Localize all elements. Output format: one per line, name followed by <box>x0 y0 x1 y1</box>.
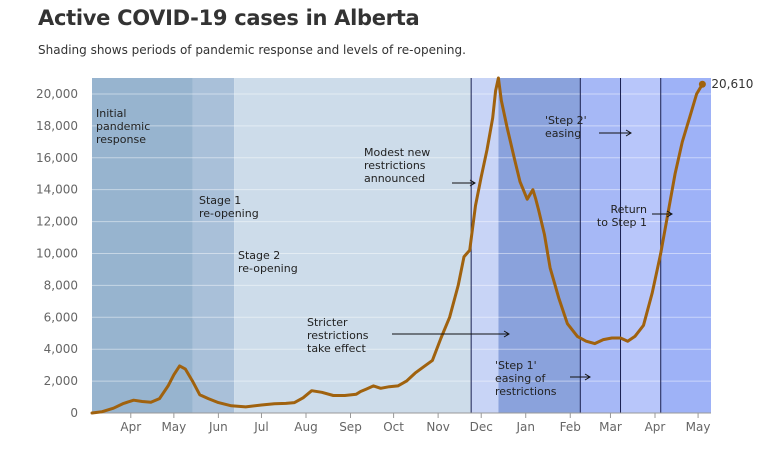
y-tick-label: 10,000 <box>36 246 78 260</box>
annotation-line: restrictions <box>495 385 557 398</box>
x-tick-label: Dec <box>470 420 493 434</box>
x-tick-label: Jan <box>515 420 535 434</box>
y-tick-label: 18,000 <box>36 119 78 133</box>
period-band-1 <box>92 78 193 413</box>
arrow-head <box>503 330 510 338</box>
y-tick-label: 0 <box>70 406 78 420</box>
period-band-3 <box>234 78 472 413</box>
end-value-label: 20,610 <box>711 77 753 91</box>
annotation-line: take effect <box>307 342 366 355</box>
x-tick-label: Nov <box>426 420 449 434</box>
annotation-line: restrictions <box>364 159 426 172</box>
x-tick-label: May <box>686 420 711 434</box>
x-tick-label: Apr <box>645 420 666 434</box>
annotation-line: re-opening <box>238 262 298 275</box>
annotation-modest-restrictions: Modest new restrictions announced <box>364 146 430 185</box>
cases-line <box>90 76 704 415</box>
annotation-line: 'Step 1' <box>495 359 537 372</box>
arrow-head <box>625 129 632 137</box>
x-tick-label: Mar <box>599 420 622 434</box>
annotation-step-1-easing: 'Step 1' easing of restrictions <box>495 359 557 398</box>
annotation-line: Return <box>610 203 647 216</box>
period-band-7 <box>620 78 661 413</box>
x-tick-label: Aug <box>294 420 317 434</box>
annotation-line: re-opening <box>199 207 259 220</box>
annotation-initial-response: Initial pandemic response <box>96 107 150 146</box>
period-band-6 <box>580 78 621 413</box>
x-tick-label: May <box>161 420 186 434</box>
annotation-step-2-easing: 'Step 2' easing <box>545 114 587 140</box>
annotation-line: Stage 1 <box>199 194 241 207</box>
y-tick-label: 12,000 <box>36 215 78 229</box>
annotation-stage-2: Stage 2 re-opening <box>238 249 298 275</box>
chart-title: Active COVID-19 cases in Alberta <box>38 6 420 30</box>
annotation-line: to Step 1 <box>597 216 647 229</box>
y-tick-label: 6,000 <box>44 310 78 324</box>
annotation-line: easing <box>545 127 581 140</box>
annotation-line: Stricter <box>307 316 348 329</box>
x-tick-label: Feb <box>560 420 581 434</box>
period-band-5 <box>498 78 581 413</box>
y-tick-label: 8,000 <box>44 278 78 292</box>
y-tick-label: 4,000 <box>44 342 78 356</box>
annotation-line: restrictions <box>307 329 369 342</box>
x-tick-label: Sep <box>339 420 362 434</box>
chart-subtitle: Shading shows periods of pandemic respon… <box>38 43 466 57</box>
x-tick-label: Jul <box>253 420 268 434</box>
annotation-return-step-1: Return to Step 1 <box>597 203 647 229</box>
period-band-4 <box>471 78 499 413</box>
arrow-head <box>584 373 591 381</box>
x-tick-label: Oct <box>383 420 404 434</box>
y-tick-label: 20,000 <box>36 87 78 101</box>
annotation-line: pandemic <box>96 120 150 133</box>
annotation-stricter-restrictions: Stricter restrictions take effect <box>307 316 369 355</box>
x-tick-label: Apr <box>120 420 141 434</box>
end-point <box>698 80 706 88</box>
y-tick-label: 2,000 <box>44 374 78 388</box>
annotation-line: 'Step 2' <box>545 114 587 127</box>
annotation-line: easing of <box>495 372 546 385</box>
annotation-line: announced <box>364 172 425 185</box>
annotation-stage-1: Stage 1 re-opening <box>199 194 259 220</box>
annotation-line: Stage 2 <box>238 249 280 262</box>
annotation-line: response <box>96 133 146 146</box>
arrow-head <box>666 210 673 218</box>
arrow-head <box>469 179 476 187</box>
annotation-line: Modest new <box>364 146 430 159</box>
annotation-line: Initial <box>96 107 126 120</box>
x-tick-label: Jun <box>208 420 228 434</box>
period-band-2 <box>192 78 235 413</box>
y-tick-label: 14,000 <box>36 183 78 197</box>
y-tick-label: 16,000 <box>36 151 78 165</box>
